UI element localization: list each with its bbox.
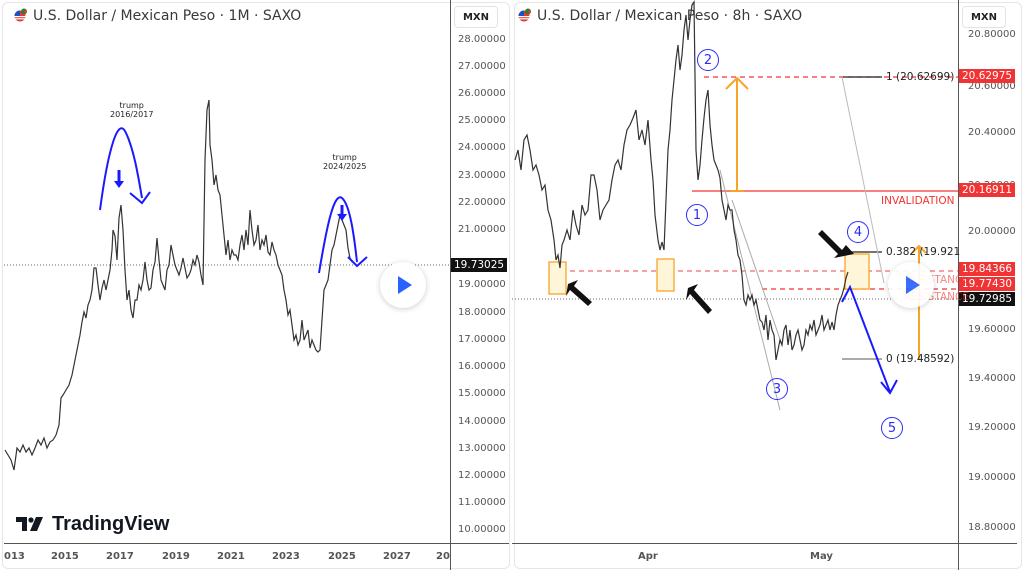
wave-5-marker: 5 [881, 417, 903, 439]
fib-level-0382-label: 0.382 (19.921 [886, 246, 961, 258]
left-chart-frame [2, 2, 510, 569]
y-tick: 13.00000 [458, 443, 506, 454]
right-play-button[interactable] [888, 262, 934, 308]
resistance-2-price-tag: 19.77430 [959, 277, 1016, 291]
y-tick: 23.00000 [458, 170, 506, 181]
x-tick: 2023 [272, 551, 300, 562]
y-tick: 20.00000 [968, 226, 1016, 237]
y-tick: 19.40000 [968, 373, 1016, 384]
left-time-axis-border [4, 543, 509, 544]
right-chart-frame [514, 2, 1022, 569]
x-tick: 2025 [328, 551, 356, 562]
resistance-1-price-tag: 19.84366 [959, 262, 1016, 276]
x-tick: 2019 [162, 551, 190, 562]
y-tick: 26.00000 [458, 88, 506, 99]
right-last-price-tag: 19.72985 [959, 292, 1016, 306]
fib-1-price-tag: 20.62975 [959, 69, 1016, 83]
left-chart-title: U.S. Dollar / Mexican Peso · 1M · SAXO [14, 8, 301, 24]
fib-level-0-label: 0 (19.48592) [886, 353, 955, 365]
y-tick: 11.00000 [458, 497, 506, 508]
left-last-price-tag: 19.73025 [451, 258, 508, 272]
y-tick: 16.00000 [458, 361, 506, 372]
right-price-axis-border [958, 0, 959, 570]
y-tick: 21.00000 [458, 224, 506, 235]
invalidation-price-tag: 20.16911 [959, 183, 1016, 197]
wave-2-marker: 2 [697, 49, 719, 71]
tradingview-logo[interactable]: TradingView [16, 513, 169, 536]
right-time-axis-border [512, 543, 1017, 544]
invalidation-label: INVALIDATION [881, 195, 955, 207]
play-icon [906, 276, 920, 294]
right-chart-title: U.S. Dollar / Mexican Peso · 8h · SAXO [518, 8, 802, 24]
y-tick: 19.60000 [968, 324, 1016, 335]
x-tick: 2021 [217, 551, 245, 562]
left-currency-badge[interactable]: MXN [454, 6, 498, 28]
usd-mxn-flag-icon [14, 8, 28, 22]
y-tick: 19.20000 [968, 422, 1016, 433]
y-tick: 20.80000 [968, 29, 1016, 40]
x-tick: 013 [4, 551, 25, 562]
y-tick: 27.00000 [458, 61, 506, 72]
x-tick: Apr [638, 551, 658, 562]
wave-3-marker: 3 [766, 378, 788, 400]
y-tick: 28.00000 [458, 34, 506, 45]
x-tick: May [810, 551, 833, 562]
y-tick: 12.00000 [458, 470, 506, 481]
y-tick: 18.00000 [458, 307, 506, 318]
trump-2016-annotation: trump 2016/2017 [110, 101, 154, 119]
left-play-button[interactable] [380, 262, 426, 308]
right-chart-panel: U.S. Dollar / Mexican Peso · 8h · SAXO M… [512, 0, 1024, 575]
x-tick: 2017 [106, 551, 134, 562]
fib-level-1-label: 1 (20.62699) [886, 71, 955, 83]
y-tick: 17.00000 [458, 334, 506, 345]
y-tick: 19.00000 [968, 472, 1016, 483]
x-tick: 2015 [51, 551, 79, 562]
y-tick: 19.00000 [458, 279, 506, 290]
x-tick: 2027 [383, 551, 411, 562]
y-tick: 22.00000 [458, 197, 506, 208]
y-tick: 20.40000 [968, 127, 1016, 138]
left-price-series [4, 99, 450, 471]
y-tick: 14.00000 [458, 416, 506, 427]
y-tick: 25.00000 [458, 115, 506, 126]
tradingview-logo-icon [16, 516, 43, 531]
wave-1-marker: 1 [686, 204, 708, 226]
trump-2024-annotation: trump 2024/2025 [323, 153, 367, 171]
right-currency-badge[interactable]: MXN [962, 6, 1006, 28]
wave-4-marker: 4 [847, 221, 869, 243]
play-icon [398, 276, 412, 294]
y-tick: 15.00000 [458, 388, 506, 399]
usd-mxn-flag-icon [518, 8, 532, 22]
left-price-axis-border [450, 0, 451, 570]
y-tick: 10.00000 [458, 524, 506, 535]
y-tick: 18.80000 [968, 522, 1016, 533]
left-chart-panel: U.S. Dollar / Mexican Peso · 1M · SAXO M… [2, 0, 510, 570]
y-tick: 20.60000 [968, 81, 1016, 92]
y-tick: 24.00000 [458, 142, 506, 153]
x-tick: 20 [436, 551, 450, 562]
